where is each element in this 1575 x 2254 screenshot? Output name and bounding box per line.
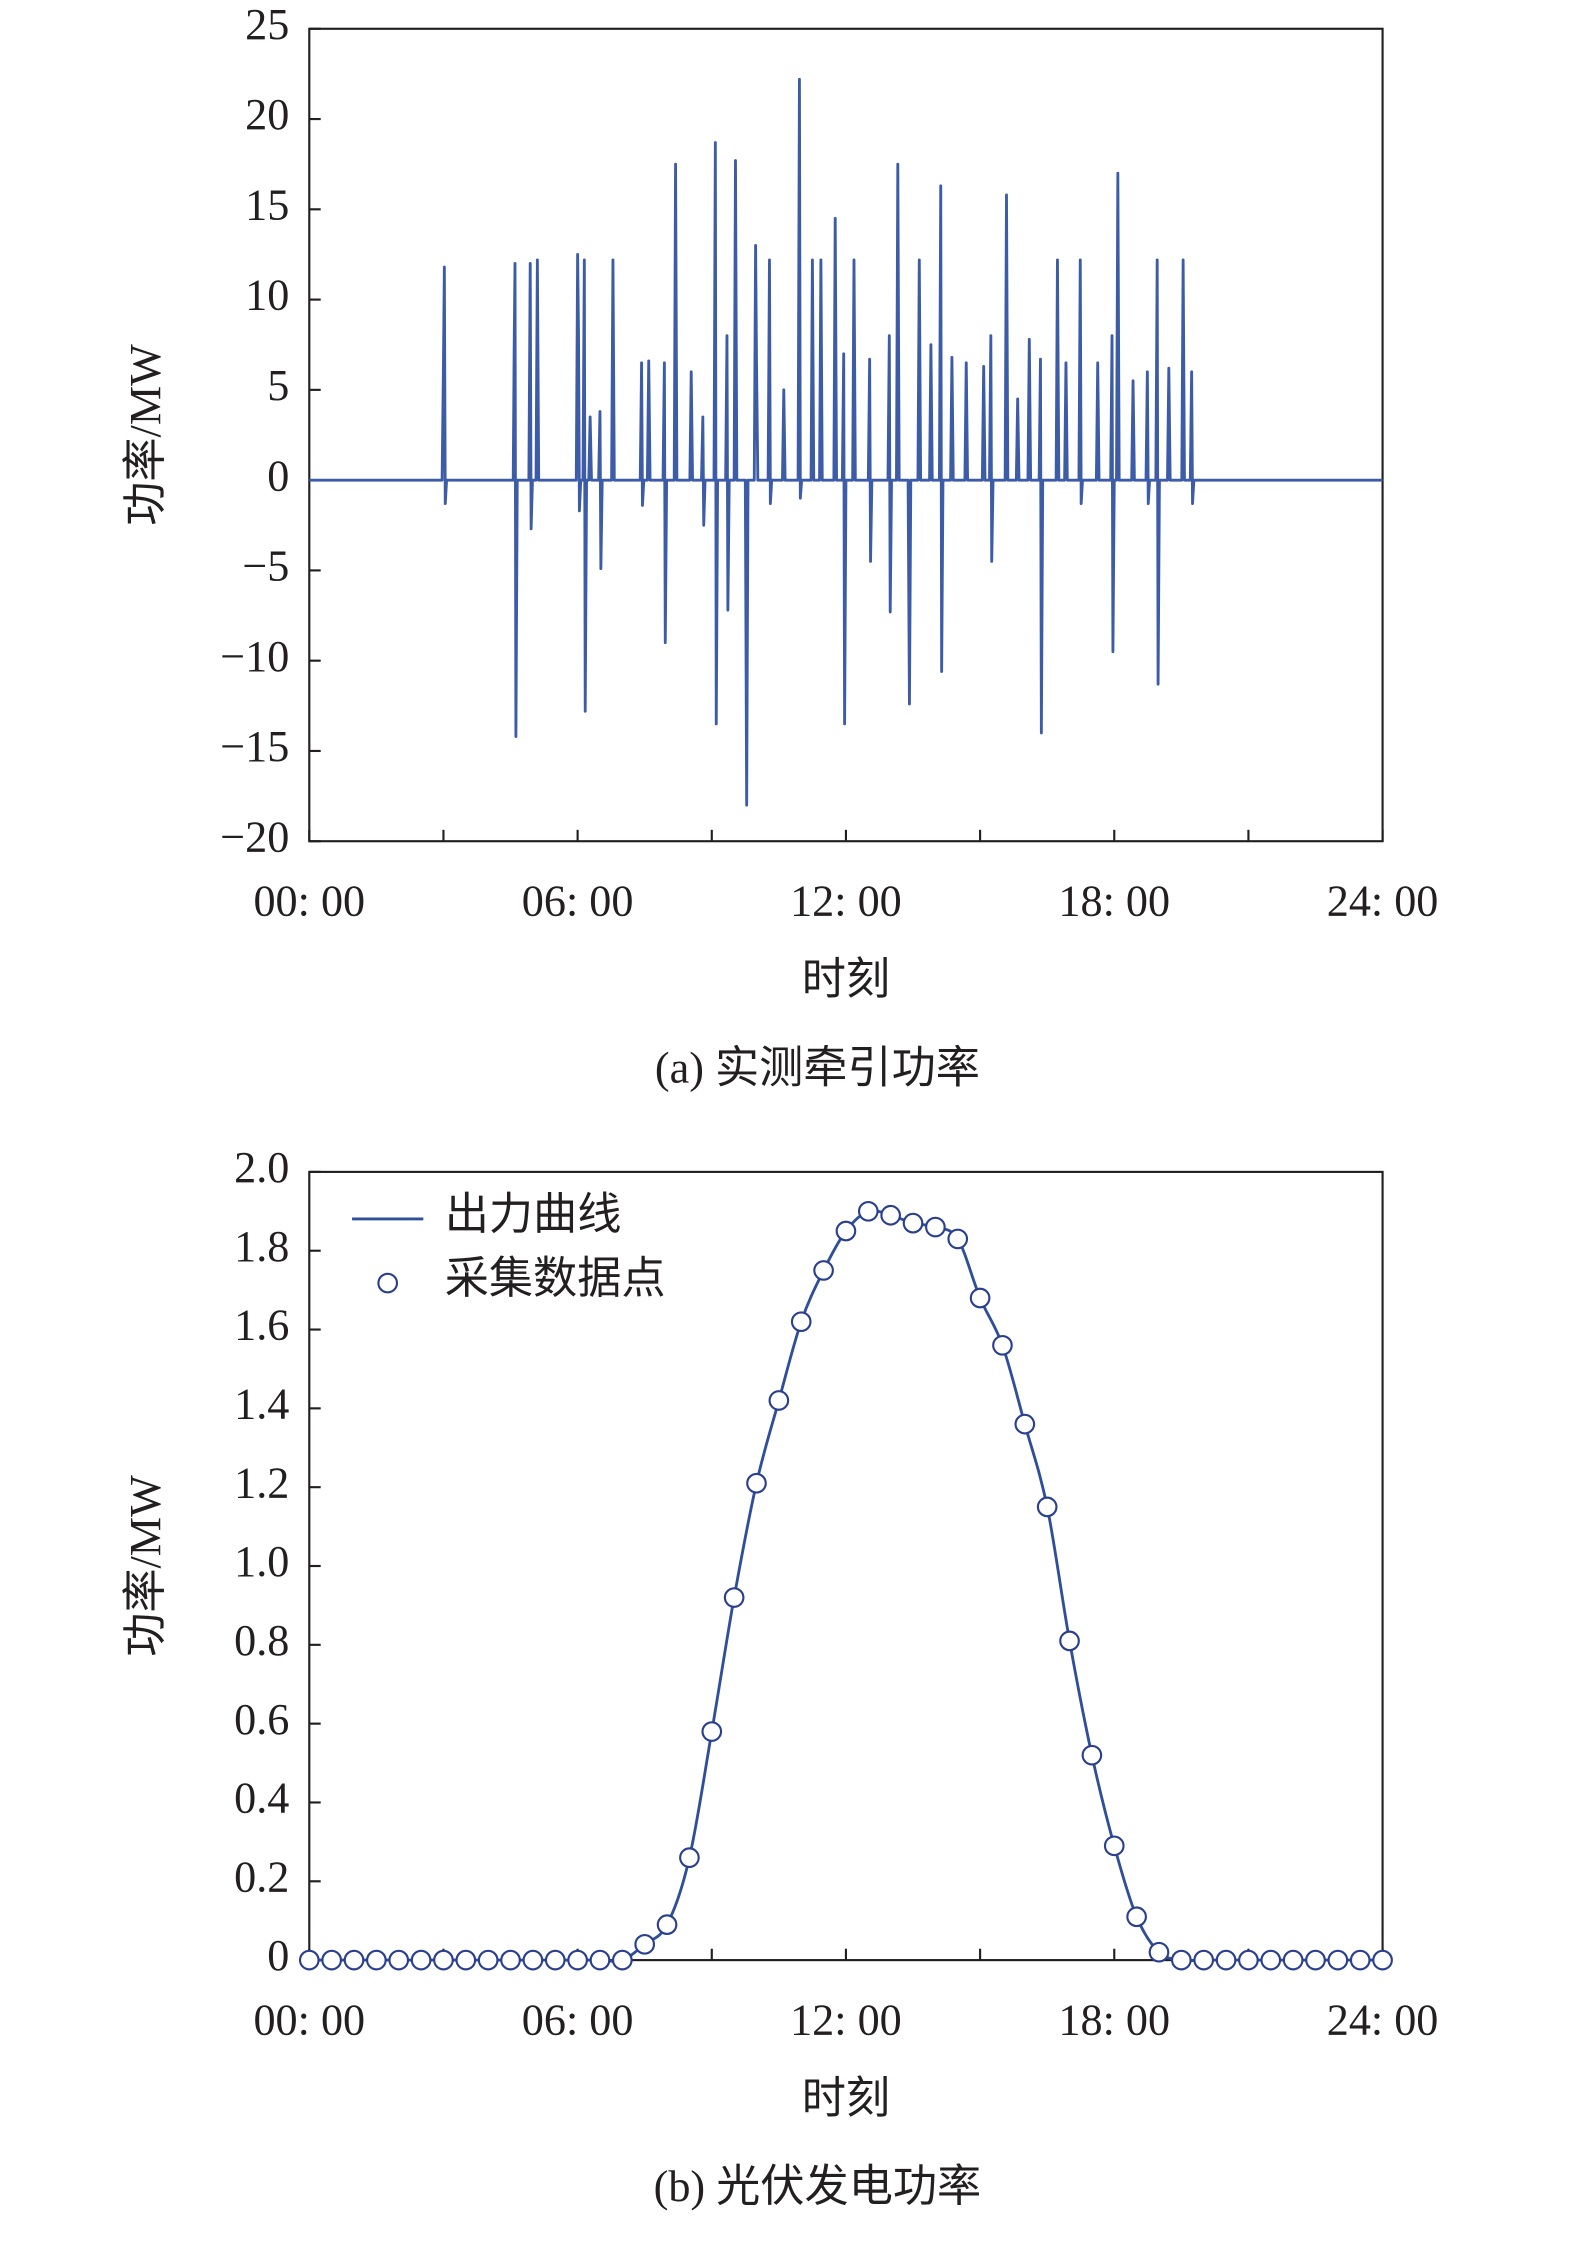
data-point (835, 1220, 857, 1242)
data-point (612, 1949, 633, 1971)
data-point (768, 1390, 790, 1411)
x-tick-label: 06: 00 (522, 877, 634, 926)
data-point (1282, 1949, 1304, 1971)
data-point (1349, 1949, 1371, 1971)
data-point (746, 1472, 767, 1494)
data-point (298, 1949, 320, 1971)
legend-label: 出力曲线 (445, 1190, 622, 1239)
y-axis-label: 功率/MW (121, 344, 170, 526)
y-tick-label: −5 (242, 542, 289, 591)
data-point (857, 1200, 879, 1222)
caption: (a) 实测牵引功率 (655, 1043, 980, 1092)
data-point (790, 1311, 812, 1332)
data-point (634, 1934, 656, 1955)
data-point (1059, 1630, 1080, 1652)
data-point (723, 1587, 745, 1608)
y-tick-label: 0 (267, 1931, 289, 1980)
y-tick-label: 1.4 (234, 1380, 289, 1429)
data-point (410, 1949, 432, 1971)
series-line (309, 1209, 1383, 1963)
data-point (589, 1949, 611, 1971)
y-tick-label: 0 (267, 451, 289, 500)
data-point (902, 1212, 924, 1234)
data-point (567, 1949, 588, 1971)
legend-marker (377, 1272, 399, 1294)
x-axis-label: 时刻 (802, 2074, 890, 2123)
y-tick-label: 0.4 (234, 1774, 289, 1823)
x-tick-label: 18: 00 (1058, 877, 1170, 926)
data-point (1126, 1906, 1147, 1928)
data-point (969, 1287, 991, 1309)
x-tick-label: 18: 00 (1058, 1995, 1170, 2044)
y-tick-label: 0.2 (234, 1852, 289, 1901)
data-point (1103, 1835, 1125, 1857)
y-tick-label: 25 (245, 0, 289, 49)
data-point (813, 1260, 834, 1281)
data-point (1327, 1949, 1349, 1971)
data-point (1014, 1413, 1036, 1435)
x-tick-label: 12: 00 (790, 1995, 902, 2044)
data-point (925, 1216, 946, 1238)
data-point (343, 1949, 365, 1971)
x-tick-label: 00: 00 (253, 877, 365, 926)
y-tick-label: 1.6 (234, 1301, 289, 1350)
data-point (1260, 1949, 1282, 1971)
legend-label: 采集数据点 (445, 1254, 666, 1303)
data-point (656, 1914, 678, 1935)
data-point (433, 1949, 454, 1971)
data-point (500, 1949, 521, 1971)
x-tick-label: 12: 00 (790, 877, 902, 926)
data-point (388, 1949, 410, 1971)
x-tick-label: 06: 00 (522, 1995, 634, 2044)
data-point (1238, 1949, 1259, 1971)
x-tick-label: 24: 00 (1327, 1995, 1439, 2044)
y-tick-label: 0.8 (234, 1616, 289, 1665)
data-point (947, 1228, 969, 1250)
data-point (366, 1949, 387, 1971)
data-point (522, 1949, 544, 1971)
y-tick-label: 2.0 (234, 1143, 289, 1192)
x-tick-label: 00: 00 (253, 1995, 365, 2044)
y-tick-label: 15 (245, 180, 289, 229)
y-tick-label: −10 (220, 632, 289, 681)
data-point (1193, 1949, 1215, 1971)
y-tick-label: 10 (245, 271, 289, 320)
series-line (309, 77, 1383, 807)
data-point (1148, 1941, 1170, 1963)
data-point (1036, 1496, 1058, 1518)
x-axis-label: 时刻 (802, 955, 890, 1004)
y-axis-label: 功率/MW (121, 1475, 170, 1657)
data-point (1215, 1949, 1237, 1971)
data-point (1372, 1949, 1393, 1971)
y-tick-label: 0.6 (234, 1695, 289, 1744)
data-point (477, 1949, 499, 1971)
data-point (321, 1949, 342, 1971)
data-point (701, 1721, 723, 1742)
y-tick-label: 1.8 (234, 1222, 289, 1271)
data-point (992, 1334, 1013, 1356)
y-tick-label: 5 (267, 361, 289, 410)
data-point (679, 1847, 700, 1868)
data-point (880, 1204, 901, 1226)
data-point (1081, 1744, 1103, 1766)
y-tick-label: 1.2 (234, 1458, 289, 1507)
x-tick-label: 24: 00 (1327, 877, 1439, 926)
data-point (455, 1949, 477, 1971)
y-tick-label: 20 (245, 90, 289, 139)
y-tick-label: −20 (220, 812, 289, 861)
caption: (b) 光伏发电功率 (654, 2162, 982, 2211)
y-tick-label: −15 (220, 722, 289, 771)
data-point (1171, 1949, 1192, 1971)
data-point (544, 1949, 566, 1971)
y-tick-label: 1.0 (234, 1537, 289, 1586)
data-point (1305, 1949, 1326, 1971)
